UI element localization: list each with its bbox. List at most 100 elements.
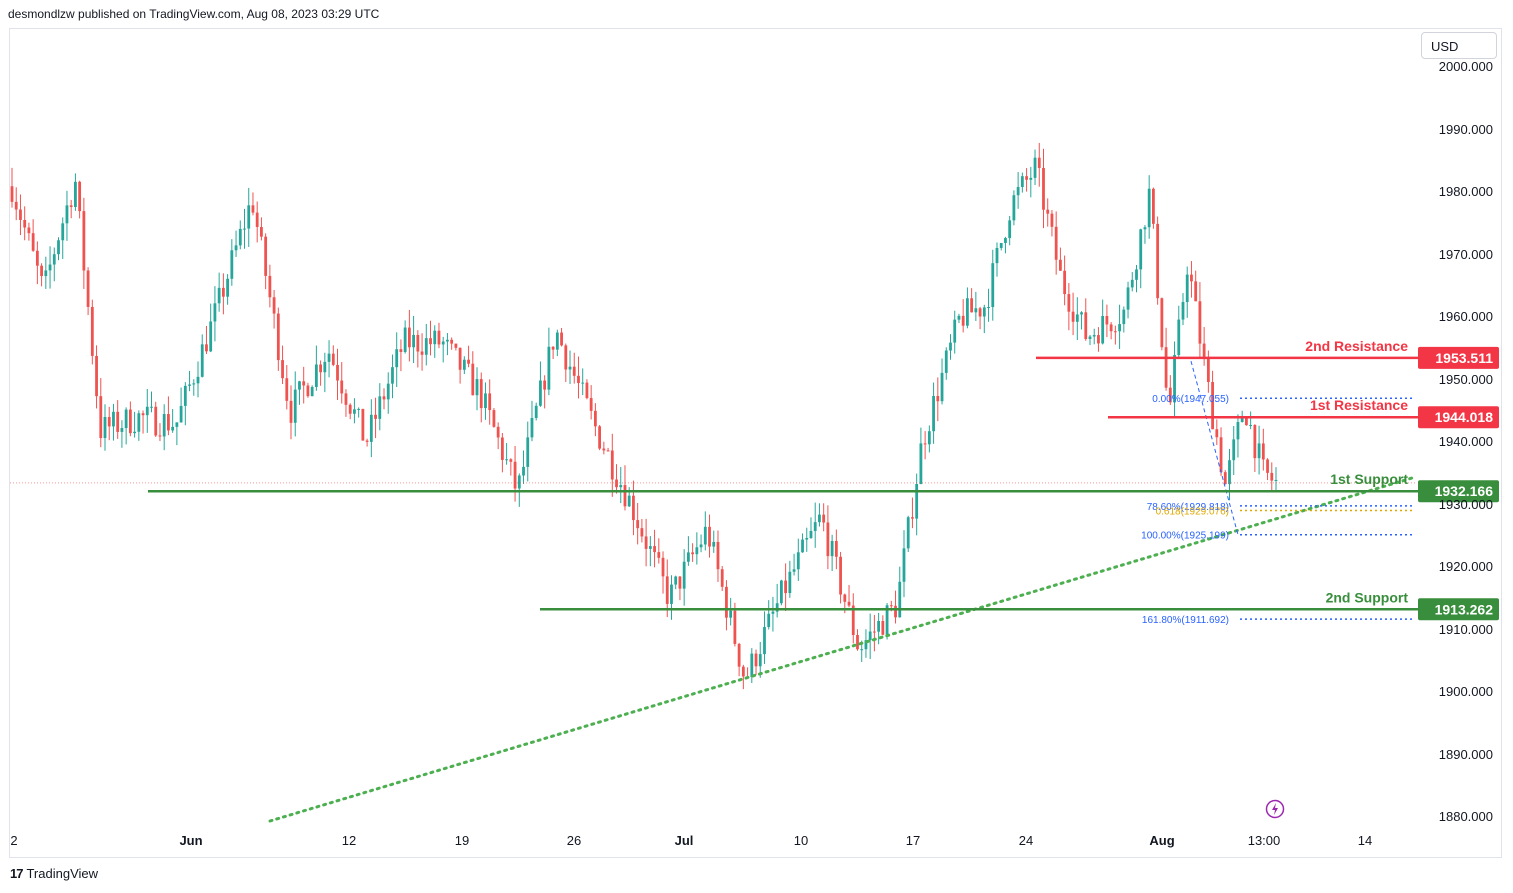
candle-body (839, 556, 842, 595)
price-tick-label: 1980.000 (1439, 184, 1493, 199)
candle-body (581, 382, 585, 384)
candle-body (868, 631, 872, 641)
candle-body (209, 321, 213, 352)
candle-body (1152, 188, 1155, 224)
candle-body (378, 396, 382, 419)
candle-body (1126, 287, 1130, 310)
time-tick-label: 19 (455, 833, 469, 848)
candle-body (1261, 443, 1265, 460)
candles-layer (10, 142, 1278, 690)
candle-body (1219, 437, 1223, 473)
candle-body (86, 270, 90, 307)
candle-body (1063, 270, 1067, 295)
candle-body (809, 530, 813, 538)
candle-body (74, 181, 77, 208)
price-tick-label: 1970.000 (1439, 247, 1493, 262)
candle-body (547, 346, 551, 390)
candle-body (48, 264, 52, 271)
candle-body (932, 395, 935, 432)
candle-body (1177, 319, 1181, 356)
candle-body (1037, 157, 1041, 168)
price-tick-label: 1910.000 (1439, 622, 1493, 637)
candle-body (957, 315, 961, 320)
price-tick-label: 1960.000 (1439, 309, 1493, 324)
candle-body (99, 396, 103, 439)
candle-body (319, 364, 323, 373)
price-tick-label: 1880.000 (1439, 809, 1493, 824)
candle-body (276, 313, 280, 361)
candle-body (230, 250, 234, 279)
candle-body (78, 181, 82, 212)
candle-body (911, 517, 914, 519)
candle-body (902, 548, 906, 582)
candle-body (1075, 314, 1079, 322)
candle-body (175, 422, 179, 427)
candle-body (357, 408, 361, 410)
candle-body (1198, 301, 1202, 344)
candle-body (517, 475, 521, 489)
price-tick-label: 1900.000 (1439, 684, 1493, 699)
candle-body (703, 526, 707, 545)
candle-body (234, 245, 238, 251)
fib-level-label: 0.618(1929.076) (1156, 507, 1229, 518)
candle-body (767, 613, 771, 628)
candle-body (1008, 220, 1012, 239)
currency-button[interactable]: USD (1421, 32, 1497, 59)
candle-body (1118, 324, 1121, 332)
footer-brand-name: TradingView (26, 866, 99, 881)
candle-body (885, 605, 889, 635)
lightning-icon[interactable] (1265, 799, 1285, 819)
candle-body (965, 298, 969, 326)
candle-body (471, 363, 475, 396)
candle-body (475, 379, 479, 396)
candle-body (1156, 223, 1160, 299)
candle-body (906, 517, 910, 549)
candle-body (560, 332, 563, 346)
candle-body (479, 379, 483, 409)
candle-body (353, 409, 356, 414)
candle-body (1253, 425, 1257, 459)
chart-frame (9, 28, 1502, 858)
candle-body (923, 443, 927, 445)
candle-body (484, 393, 487, 409)
candle-body (763, 627, 766, 655)
candle-body (1232, 439, 1236, 461)
candle-body (374, 414, 377, 419)
candle-body (82, 211, 86, 271)
candle-body (784, 580, 788, 594)
candle-body (124, 409, 128, 429)
candle-body (361, 408, 365, 441)
candle-body (754, 653, 758, 667)
candle-body (1025, 176, 1028, 180)
candle-body (1160, 298, 1164, 348)
candle-body (1168, 387, 1172, 403)
candle-body (987, 307, 990, 309)
candle-body (137, 413, 141, 432)
candle-body (255, 212, 259, 227)
candle-body (226, 278, 229, 297)
candle-body (103, 416, 107, 439)
time-axis: 2 Jun 12 19 26 Jul 10 17 24 Aug 13:00 14 (10, 833, 1372, 848)
candle-body (555, 332, 559, 350)
level-label: 1st Support (1330, 471, 1408, 487)
candle-body (822, 514, 826, 523)
candle-body (619, 485, 623, 488)
candle-body (31, 233, 35, 251)
candle-body (1101, 316, 1105, 344)
candle-body (889, 605, 893, 607)
candle-body (120, 428, 124, 432)
candle-body (1054, 226, 1058, 260)
candle-body (593, 410, 597, 427)
candle-body (382, 396, 386, 400)
price-tick-label: 1950.000 (1439, 372, 1493, 387)
price-tick-label: 1990.000 (1439, 122, 1493, 137)
candle-body (568, 366, 572, 370)
candle-body (302, 381, 306, 386)
time-tick-label: 2 (10, 833, 17, 848)
candle-body (1143, 227, 1147, 230)
candle-body (492, 410, 496, 427)
candle-body (551, 346, 555, 350)
candle-body (733, 610, 737, 644)
candle-body (598, 426, 602, 449)
